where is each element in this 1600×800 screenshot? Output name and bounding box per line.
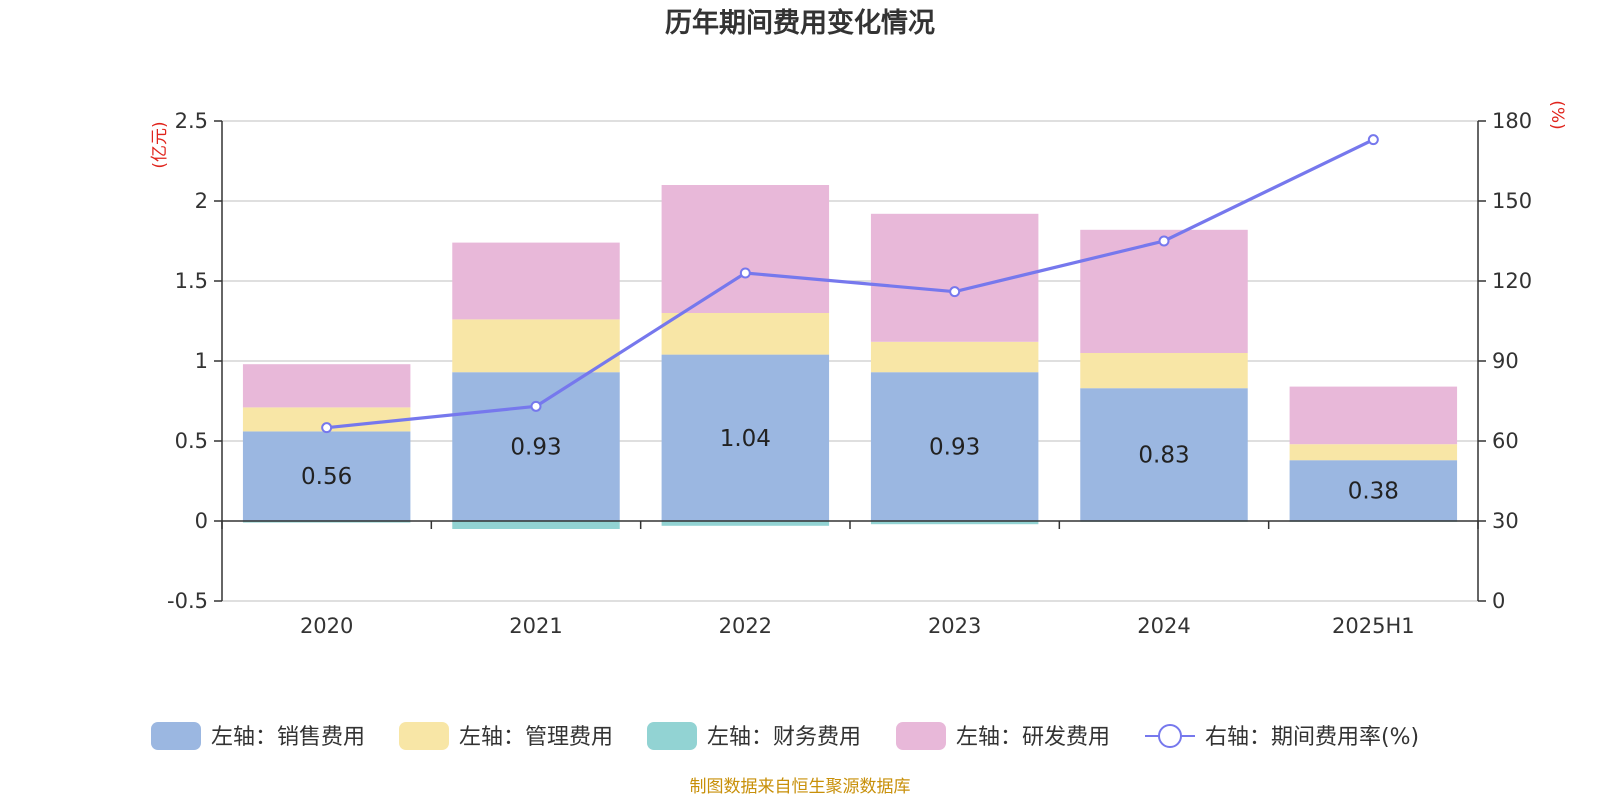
bar-segment bbox=[1289, 386, 1458, 445]
rate-point bbox=[321, 422, 333, 434]
category-tick-label: 2024 bbox=[1137, 614, 1190, 638]
left-axis-unit: (亿元) bbox=[150, 121, 170, 168]
category-tick-label: 2023 bbox=[928, 614, 981, 638]
rate-point bbox=[739, 267, 751, 279]
bar-segment bbox=[661, 185, 830, 313]
rate-point bbox=[1158, 235, 1170, 247]
legend-label: 左轴：销售费用 bbox=[211, 725, 365, 750]
rate-line-series bbox=[321, 134, 1379, 434]
grid-lines bbox=[222, 120, 1478, 602]
left-tick-label: -0.5 bbox=[167, 589, 208, 613]
bars bbox=[242, 185, 1458, 529]
category-tick-label: 2022 bbox=[719, 614, 772, 638]
legend: 左轴：销售费用 左轴：管理费用 左轴：财务费用 左轴：研发费用 右轴：期间费用率(%) bbox=[151, 722, 1419, 750]
right-axis-unit: (%) bbox=[1547, 100, 1567, 129]
bar-segment bbox=[452, 319, 620, 373]
rate-line bbox=[326, 138, 1375, 430]
bar-data-label: 0.56 bbox=[301, 464, 352, 490]
rate-point bbox=[530, 400, 542, 412]
legend-label: 右轴：期间费用率(%) bbox=[1205, 725, 1419, 750]
bar-segment bbox=[870, 521, 1039, 525]
bar-data-label: 0.83 bbox=[1138, 443, 1189, 469]
bar-data-label: 0.38 bbox=[1348, 479, 1399, 505]
left-tick-label: 2 bbox=[195, 189, 208, 213]
category-tick-label: 2025H1 bbox=[1332, 614, 1415, 638]
bar-segment bbox=[452, 372, 620, 521]
left-tick-label: 2.5 bbox=[175, 109, 208, 133]
legend-label: 左轴：研发费用 bbox=[956, 725, 1110, 750]
legend-marker bbox=[1158, 724, 1182, 748]
right-tick-label: 180 bbox=[1492, 109, 1532, 133]
right-tick-label: 0 bbox=[1492, 589, 1505, 613]
bar-segment bbox=[661, 354, 830, 521]
bar-segment bbox=[1080, 229, 1248, 353]
left-tick-label: 1.5 bbox=[175, 269, 208, 293]
right-tick-label: 30 bbox=[1492, 509, 1519, 533]
category-tick-label: 2020 bbox=[300, 614, 353, 638]
bar-segment bbox=[242, 364, 411, 408]
bar-segment bbox=[242, 431, 411, 521]
bar-segment bbox=[661, 313, 830, 355]
tick-labels: -0.5 0 0.5 1 1.5 2 2.5 0 30 60 90 120 150 180 2020 2021… bbox=[167, 109, 1532, 638]
left-tick-label: 0 bbox=[195, 509, 208, 533]
bar-data-label: 1.04 bbox=[720, 426, 771, 452]
category-tick-label: 2021 bbox=[509, 614, 562, 638]
legend-swatch bbox=[399, 722, 449, 750]
right-tick-label: 150 bbox=[1492, 189, 1532, 213]
bar-segment bbox=[1289, 460, 1458, 521]
bar-data-label: 0.93 bbox=[929, 435, 980, 461]
bar-segment bbox=[1080, 388, 1248, 521]
bar-segment bbox=[1289, 444, 1458, 461]
rate-point bbox=[949, 286, 961, 298]
source-note: 制图数据来自恒生聚源数据库 bbox=[690, 777, 911, 797]
bar-segment bbox=[242, 521, 411, 523]
bar-segment bbox=[870, 372, 1039, 521]
right-tick-label: 90 bbox=[1492, 349, 1519, 373]
legend-swatch bbox=[896, 722, 946, 750]
rate-point bbox=[1367, 134, 1379, 146]
chart-title: 历年期间费用变化情况 bbox=[665, 7, 935, 39]
legend-swatch bbox=[647, 722, 697, 750]
bar-segment bbox=[452, 242, 620, 320]
legend-label: 左轴：管理费用 bbox=[459, 725, 613, 750]
left-tick-label: 1 bbox=[195, 349, 208, 373]
right-tick-label: 60 bbox=[1492, 429, 1519, 453]
legend-swatch bbox=[151, 722, 201, 750]
bar-data-label: 0.93 bbox=[510, 435, 561, 461]
legend-label: 左轴：财务费用 bbox=[707, 725, 861, 750]
axes bbox=[214, 120, 1486, 602]
bar-labels: 0.56 0.93 1.04 0.93 0.83 0.38 bbox=[301, 426, 1399, 505]
bar-segment bbox=[1080, 353, 1248, 389]
bar-segment bbox=[870, 341, 1039, 373]
left-tick-label: 0.5 bbox=[175, 429, 208, 453]
bar-segment bbox=[661, 521, 830, 526]
right-tick-label: 120 bbox=[1492, 269, 1532, 293]
bar-segment bbox=[452, 521, 620, 529]
